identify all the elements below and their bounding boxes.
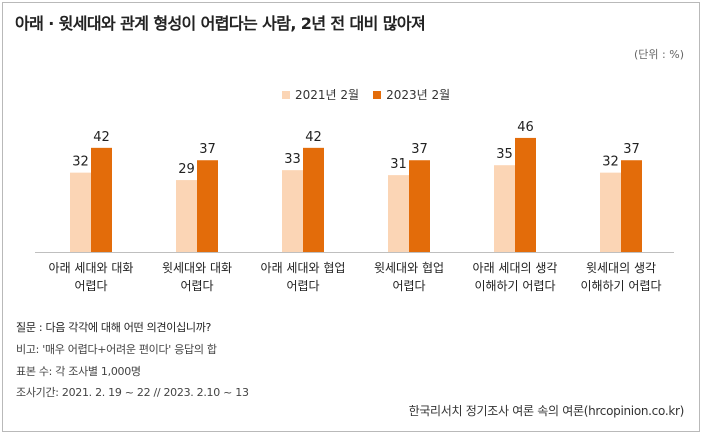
category-label-above-think-2: 이해하기 어렵다 bbox=[580, 279, 661, 293]
data-label-2023-above-collab: 37 bbox=[411, 142, 428, 157]
bar-2023-above-collab bbox=[409, 160, 430, 252]
category-label-below-collab-1: 아래 세대와 협업 bbox=[261, 261, 346, 275]
data-label-2021-above-talk: 29 bbox=[178, 162, 195, 177]
footnote-period: 조사기간: 2021. 2. 19 ~ 22 // 2023. 2.10 ~ 1… bbox=[16, 386, 249, 399]
data-label-2021-below-think: 35 bbox=[496, 147, 513, 162]
data-label-2021-above-think: 32 bbox=[602, 155, 619, 170]
bar-2023-below-think bbox=[515, 137, 536, 252]
data-label-2023-below-think: 46 bbox=[517, 120, 534, 135]
bar-2023-below-collab bbox=[303, 147, 324, 252]
category-label-above-collab-1: 윗세대와 협업 bbox=[374, 260, 444, 275]
chart-title: 아래 · 윗세대와 관계 형성이 어렵다는 사람, 2년 전 대비 많아져 bbox=[15, 14, 426, 33]
bar-2021-above-collab bbox=[388, 175, 409, 252]
category-label-above-talk-1: 윗세대와 대화 bbox=[162, 260, 232, 275]
data-label-2023-below-collab: 42 bbox=[305, 130, 322, 145]
legend-swatch-2021 bbox=[282, 90, 290, 99]
data-label-2021-below-talk: 32 bbox=[72, 155, 89, 170]
legend-swatch-2023 bbox=[373, 90, 382, 99]
chart-frame bbox=[2, 2, 700, 432]
bar-2021-below-talk bbox=[70, 172, 91, 252]
bar-2021-above-talk bbox=[176, 180, 197, 252]
category-label-below-talk-1: 아래 세대와 대화 bbox=[49, 261, 134, 275]
bar-2021-below-collab bbox=[282, 170, 303, 252]
footnote-question: 질문 : 다음 각각에 대해 어떤 의견이십니까? bbox=[16, 321, 212, 334]
footnote-sample: 표본 수: 각 조사별 1,000명 bbox=[16, 365, 141, 378]
category-label-below-collab-2: 어렵다 bbox=[286, 279, 319, 293]
legend-item-2021: 2021년 2월 bbox=[282, 86, 359, 103]
legend-item-2023: 2023년 2월 bbox=[373, 86, 450, 103]
bar-2023-above-think bbox=[621, 160, 642, 252]
bar-2023-below-talk bbox=[91, 147, 112, 252]
source-credit: 한국리서치 정기조사 여론 속의 여론(hrcopinion.co.kr) bbox=[408, 404, 685, 418]
bar-2021-below-think bbox=[494, 165, 515, 252]
category-label-below-talk-2: 어렵다 bbox=[74, 279, 107, 293]
legend-label-2021: 2021년 2월 bbox=[295, 88, 360, 102]
category-label-above-collab-2: 어렵다 bbox=[392, 279, 425, 293]
category-label-above-think-1: 윗세대의 생각 bbox=[586, 260, 656, 275]
category-label-below-think-1: 아래 세대의 생각 bbox=[473, 261, 558, 275]
unit-label: (단위 : %) bbox=[634, 48, 684, 61]
bar-2021-above-think bbox=[600, 172, 621, 252]
legend: 2021년 2월 2023년 2월 bbox=[282, 86, 464, 103]
bar-2023-above-talk bbox=[197, 160, 218, 252]
category-label-above-talk-2: 어렵다 bbox=[180, 279, 213, 293]
data-label-2023-below-talk: 42 bbox=[93, 130, 110, 145]
data-label-2021-above-collab: 31 bbox=[390, 157, 407, 172]
data-label-2023-above-talk: 37 bbox=[199, 142, 216, 157]
category-label-below-think-2: 이해하기 어렵다 bbox=[474, 279, 555, 293]
data-label-2021-below-collab: 33 bbox=[284, 152, 301, 167]
footnote-note: 비고: '매우 어렵다+어려운 편이다' 응답의 합 bbox=[16, 343, 217, 356]
legend-label-2023: 2023년 2월 bbox=[386, 88, 451, 102]
data-label-2023-above-think: 37 bbox=[623, 142, 640, 157]
